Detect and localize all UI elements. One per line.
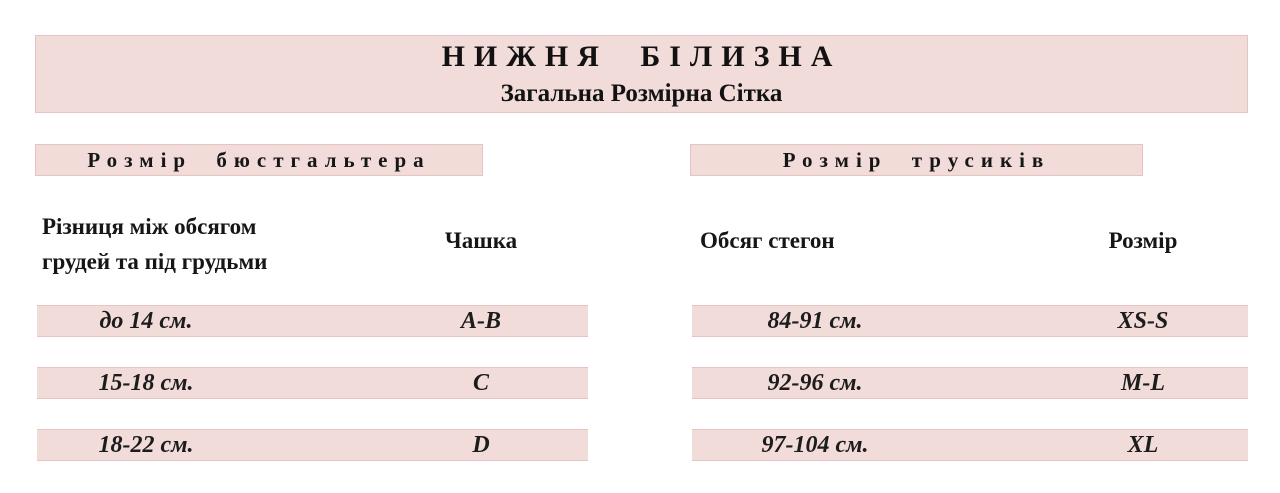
panties-row-measure: 97-104 см.: [761, 432, 869, 458]
panties-size-column-header: Розмір: [1108, 228, 1178, 253]
page-title: НИЖНЯ БІЛИЗНА: [441, 40, 842, 73]
bra-table-row: 15-18 см. C: [37, 367, 588, 399]
bra-row-size: D: [472, 432, 490, 458]
panties-row-size: XS-S: [1117, 308, 1169, 334]
panties-section-title: Розмір трусиків: [782, 147, 1051, 172]
bra-table-row: 18-22 см. D: [37, 429, 588, 461]
bra-row-size: A-B: [460, 308, 501, 334]
panties-row-size: XL: [1127, 432, 1159, 458]
panties-row-measure: 84-91 см.: [767, 308, 863, 334]
bra-row-measure: 15-18 см.: [98, 370, 194, 396]
panties-row-size: M-L: [1121, 370, 1165, 396]
bra-row-size: C: [472, 370, 489, 396]
bra-section-title: Розмір бюстгальтера: [87, 147, 431, 172]
bra-measure-column-header: Різниця між обсягом грудей та під грудьм…: [42, 209, 267, 279]
bra-table-row: до 14 см. A-B: [37, 305, 588, 337]
panties-table-row: 84-91 см. XS-S: [692, 305, 1248, 337]
bra-measure-header-line1: Різниця між обсягом: [42, 214, 257, 239]
panties-hips-column-header: Обсяг стегон: [700, 228, 835, 253]
panties-table-row: 97-104 см. XL: [692, 429, 1248, 461]
panties-section-banner: Розмір трусиків: [690, 144, 1143, 176]
bra-row-measure: 18-22 см.: [98, 432, 194, 458]
panties-table-row: 92-96 см. M-L: [692, 367, 1248, 399]
bra-cup-column-header: Чашка: [444, 228, 518, 253]
page-subtitle: Загальна Розмірна Сітка: [500, 80, 783, 107]
panties-row-measure: 92-96 см.: [767, 370, 863, 396]
bra-section-banner: Розмір бюстгальтера: [35, 144, 483, 176]
title-banner: НИЖНЯ БІЛИЗНА Загальна Розмірна Сітка: [35, 35, 1248, 113]
bra-measure-header-line2: грудей та під грудьми: [42, 249, 268, 274]
bra-row-measure: до 14 см.: [99, 308, 193, 334]
